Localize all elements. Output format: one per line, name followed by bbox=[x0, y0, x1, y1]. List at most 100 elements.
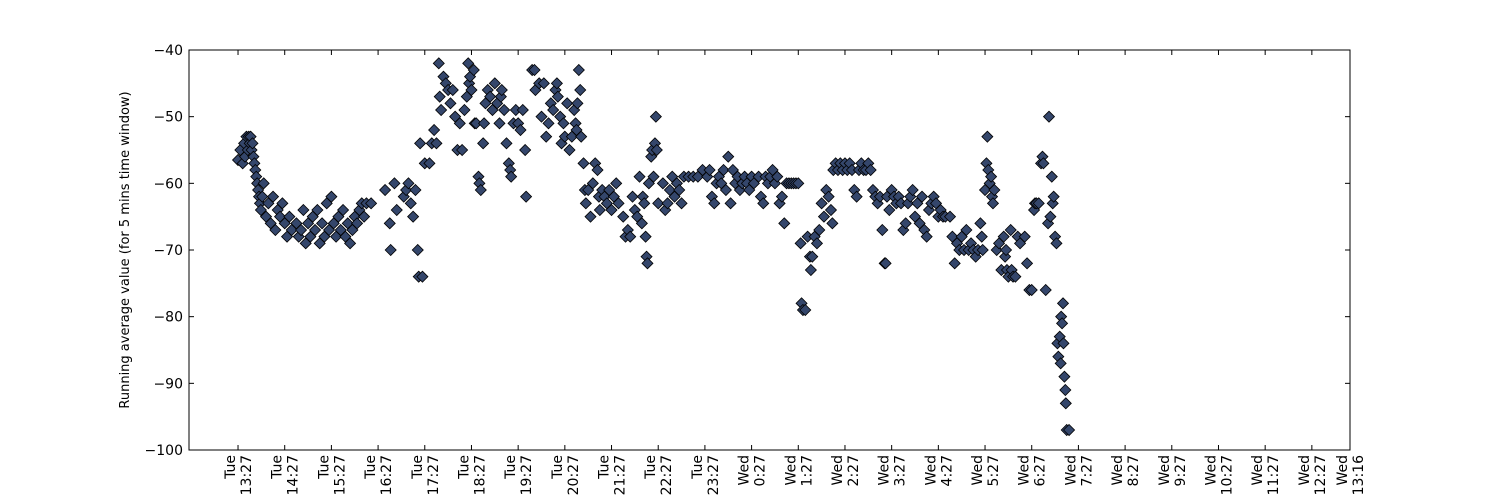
data-point bbox=[661, 197, 674, 210]
x-tick-label-day: Wed bbox=[1157, 455, 1173, 486]
data-point bbox=[456, 143, 469, 157]
x-tick-label-time: 20:27 bbox=[566, 455, 582, 495]
x-tick-label-day: Tue bbox=[456, 455, 472, 480]
x-tick-label-time: 7:27 bbox=[1079, 455, 1095, 486]
data-point bbox=[638, 197, 651, 210]
x-tick-label-day: Tue bbox=[316, 455, 332, 480]
data-point bbox=[1058, 370, 1071, 383]
x-tick-label: Tue 21:27 bbox=[597, 455, 629, 495]
y-axis-label: Running average value (for 5 mins time w… bbox=[118, 91, 133, 408]
data-point bbox=[540, 130, 553, 143]
x-tick-label-time: 1:27 bbox=[799, 455, 815, 486]
x-tick-label-time: 3:27 bbox=[893, 455, 909, 486]
x-tick-label-time: 15:27 bbox=[332, 455, 348, 495]
data-point bbox=[673, 183, 686, 197]
y-tick-label: −100 bbox=[145, 443, 183, 459]
data-point bbox=[344, 237, 357, 250]
data-point bbox=[467, 63, 480, 77]
data-point bbox=[547, 103, 560, 117]
data-point bbox=[257, 177, 270, 190]
x-tick-label: Wed 8:27 bbox=[1110, 455, 1142, 486]
x-tick-label: Tue 22:27 bbox=[643, 455, 675, 495]
x-tick-label-time: 6:27 bbox=[1033, 455, 1049, 486]
data-point bbox=[474, 183, 487, 197]
data-point bbox=[407, 210, 420, 223]
data-point bbox=[297, 203, 310, 217]
data-point bbox=[1056, 297, 1070, 310]
data-point bbox=[1025, 283, 1038, 297]
data-point bbox=[428, 123, 441, 137]
data-point bbox=[1054, 357, 1067, 370]
data-point bbox=[563, 143, 576, 157]
data-point bbox=[1018, 230, 1031, 243]
data-point bbox=[550, 77, 563, 90]
data-point bbox=[433, 90, 446, 103]
data-point bbox=[612, 197, 625, 210]
x-tick-label-day: Tue bbox=[597, 455, 613, 480]
data-point bbox=[577, 157, 590, 170]
data-point bbox=[899, 217, 912, 230]
data-point bbox=[633, 170, 646, 183]
data-point bbox=[813, 223, 826, 237]
x-tick-label-time: 4:27 bbox=[939, 455, 955, 486]
x-tick-label: Tue 18:27 bbox=[456, 455, 488, 495]
data-point bbox=[537, 77, 550, 90]
data-point bbox=[430, 137, 443, 150]
x-tick-label-time: 21:27 bbox=[613, 455, 629, 495]
x-tick-label: Wed 12:27 bbox=[1297, 455, 1329, 495]
x-tick-label: Tue 23:27 bbox=[690, 455, 722, 495]
data-point bbox=[876, 223, 889, 237]
data-point bbox=[626, 190, 639, 203]
x-tick-label: Wed 4:27 bbox=[923, 455, 955, 486]
data-point bbox=[906, 183, 919, 197]
data-point bbox=[591, 163, 604, 177]
data-point bbox=[315, 217, 329, 230]
data-point bbox=[864, 163, 877, 177]
x-tick-label: Tue 14:27 bbox=[270, 455, 302, 495]
data-point bbox=[804, 263, 817, 277]
data-point bbox=[792, 177, 805, 190]
x-tick-label-time: 23:27 bbox=[706, 455, 722, 495]
data-point bbox=[571, 97, 584, 110]
data-point bbox=[1059, 383, 1072, 397]
data-point bbox=[799, 303, 812, 317]
data-point bbox=[500, 137, 513, 150]
x-tick-label-time: 5:27 bbox=[986, 455, 1002, 486]
data-point bbox=[635, 217, 648, 230]
data-point bbox=[390, 203, 403, 217]
y-tick-label: −80 bbox=[153, 310, 183, 326]
data-point bbox=[414, 137, 427, 150]
data-point bbox=[402, 177, 415, 190]
data-point bbox=[717, 163, 730, 177]
data-point bbox=[960, 223, 973, 237]
x-tick-label-day: Wed bbox=[1250, 455, 1266, 486]
x-tick-label: Tue 19:27 bbox=[503, 455, 535, 495]
data-point bbox=[520, 190, 533, 203]
data-point bbox=[1056, 317, 1069, 330]
x-tick-label: Wed 5:27 bbox=[970, 455, 1002, 486]
data-point bbox=[1050, 237, 1063, 250]
data-point bbox=[586, 177, 599, 190]
x-tick-label: Tue 13:27 bbox=[223, 455, 255, 495]
data-point bbox=[516, 103, 529, 117]
data-point bbox=[943, 210, 957, 223]
data-point bbox=[337, 203, 350, 217]
data-point bbox=[358, 210, 371, 223]
x-tick-label-day: Wed bbox=[877, 455, 893, 486]
x-tick-label-day: Tue bbox=[270, 455, 286, 480]
data-point bbox=[981, 130, 994, 143]
x-tick-label-time: 22:27 bbox=[659, 455, 675, 495]
x-tick-label-time: 19:27 bbox=[519, 455, 535, 495]
data-point bbox=[722, 150, 735, 163]
data-point bbox=[462, 57, 475, 70]
data-point bbox=[551, 90, 564, 103]
data-point bbox=[775, 190, 789, 203]
data-point bbox=[505, 170, 518, 183]
x-tick-label-day: Tue bbox=[690, 455, 706, 480]
data-point bbox=[757, 197, 770, 210]
y-tick-label: −50 bbox=[153, 110, 183, 126]
data-point bbox=[976, 243, 989, 257]
data-point bbox=[617, 210, 630, 223]
x-tick-label-time: 14:27 bbox=[286, 455, 302, 495]
data-point bbox=[484, 90, 497, 103]
